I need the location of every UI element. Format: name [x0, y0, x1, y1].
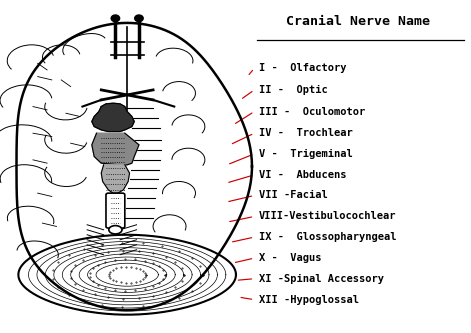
Polygon shape [92, 133, 139, 165]
Text: II -  Optic: II - Optic [259, 85, 328, 95]
Text: V -  Trigeminal: V - Trigeminal [259, 149, 353, 159]
FancyBboxPatch shape [106, 193, 125, 228]
Polygon shape [16, 23, 252, 310]
Text: IV -  Trochlear: IV - Trochlear [259, 128, 353, 138]
Text: XI -Spinal Accessory: XI -Spinal Accessory [259, 274, 384, 284]
Polygon shape [92, 103, 134, 132]
Text: IX -  Glossopharyngeal: IX - Glossopharyngeal [259, 232, 397, 242]
Text: I -  Olfactory: I - Olfactory [259, 63, 347, 73]
Ellipse shape [135, 15, 143, 22]
Polygon shape [101, 165, 130, 193]
Polygon shape [18, 235, 236, 315]
Text: VII -Facial: VII -Facial [259, 190, 328, 200]
Ellipse shape [111, 15, 120, 22]
Text: Cranial Nerve Name: Cranial Nerve Name [286, 15, 430, 28]
Text: X -  Vagus: X - Vagus [259, 253, 322, 263]
Text: VIII-Vestibulocochlear: VIII-Vestibulocochlear [259, 211, 397, 221]
Text: III -  Oculomotor: III - Oculomotor [259, 107, 365, 117]
Text: XII -Hypoglossal: XII -Hypoglossal [259, 295, 359, 305]
Text: VI -  Abducens: VI - Abducens [259, 170, 347, 180]
Ellipse shape [109, 226, 122, 234]
